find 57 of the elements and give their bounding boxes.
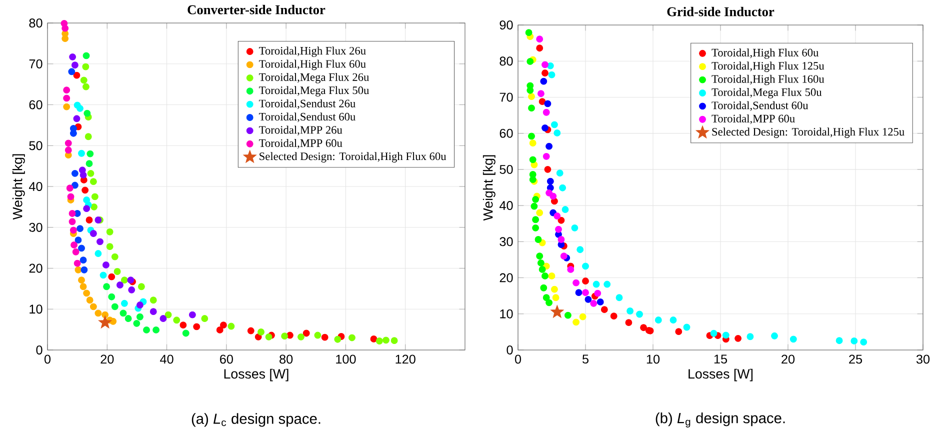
y-tick-label: 70	[29, 59, 42, 68]
legend-label: Toroidal,Mega Flux 50u	[712, 88, 822, 98]
y-tick-label: 10	[30, 304, 42, 314]
legend-label: Toroidal,Mega Flux 50u	[259, 86, 369, 96]
y-tick-label: 30	[29, 222, 42, 232]
y-tick-label: 60	[500, 128, 513, 138]
y-tick-label: 70	[500, 92, 513, 102]
y-tick-label: 50	[29, 141, 42, 150]
legend-label: Toroidal,High Flux 160u	[712, 74, 824, 86]
y-tick-label: 50	[500, 164, 513, 174]
chart-title: Grid-side Inductor	[667, 6, 774, 16]
x-axis-title: Losses [W]	[688, 368, 753, 382]
x-tick-label: 20	[100, 354, 114, 364]
legend-label: Toroidal,MPP 26u	[259, 126, 342, 136]
y-tick-label: 90	[500, 20, 513, 30]
y-tick-label: 20	[500, 273, 513, 282]
legend-label: Toroidal,MPP 60u	[259, 138, 342, 149]
text: (a) L$_{c}$ design space.	[192, 413, 320, 427]
x-axis-title: Losses [W]	[224, 368, 288, 382]
x-tick-label: 60	[220, 354, 233, 364]
y-tick-label: 80	[500, 56, 513, 66]
legend-label: Selected Design: Toroidal,High Flux 60u	[260, 152, 446, 162]
legend-label: Toroidal,High Flux 125u	[712, 62, 824, 72]
text: (b) L$_{g}$ design space.	[656, 412, 785, 428]
legend-label: Toroidal,MPP 60u	[712, 114, 795, 124]
legend-label: Toroidal,Mega Flux 26u	[259, 72, 369, 84]
legend-label: Toroidal,Sendust 60u	[259, 112, 356, 122]
legend-label: Selected Design: Toroidal,High Flux 125u	[712, 128, 904, 138]
x-tick-label: 100	[336, 354, 356, 364]
y-tick-label: 0	[506, 346, 513, 354]
x-tick-label: 40	[160, 354, 174, 364]
y-tick-label: 20	[29, 264, 42, 273]
legend-label: Toroidal,High Flux 60u	[712, 48, 819, 59]
x-tick-label: 0	[44, 354, 51, 364]
x-tick-label: 5	[582, 354, 589, 364]
x-tick-label: 15	[714, 354, 728, 364]
y-tick-label: 60	[29, 100, 42, 110]
y-tick-label: 30	[500, 237, 513, 246]
x-tick-label: 120	[396, 354, 416, 364]
y-axis-title: Weight [kg]	[12, 154, 25, 220]
y-axis-title: Weight [kg]	[482, 155, 496, 221]
y-tick-label: 10	[500, 309, 513, 318]
legend-label: Toroidal,High Flux 26u	[259, 46, 366, 57]
y-tick-label: 40	[29, 182, 42, 191]
chart-title: Converter-side Inductor	[188, 4, 326, 14]
x-tick-label: 20	[782, 354, 795, 364]
x-tick-label: 30	[916, 354, 930, 364]
x-tick-label: 10	[646, 354, 660, 364]
x-tick-label: 0	[514, 354, 522, 364]
legend-label: Toroidal,Sendust 26u	[259, 99, 356, 109]
y-tick-label: 40	[500, 201, 513, 210]
y-tick-label: 80	[29, 18, 42, 28]
legend-label: Toroidal,Sendust 60u	[712, 101, 808, 111]
x-tick-label: 25	[849, 354, 862, 364]
y-tick-label: 0	[36, 346, 42, 354]
legend-label: Toroidal,High Flux 60u	[259, 60, 366, 70]
x-tick-label: 80	[280, 354, 293, 364]
